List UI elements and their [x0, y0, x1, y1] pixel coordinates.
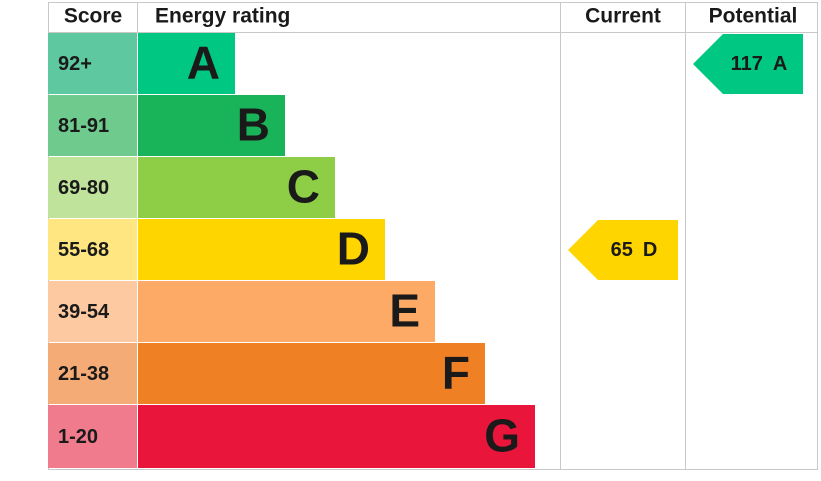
score-range: 21-38: [58, 363, 109, 385]
current-arrow: [568, 220, 678, 280]
rating-bar: [138, 405, 535, 468]
score-cell: [48, 281, 137, 342]
rating-letter: C: [287, 161, 320, 213]
current-letter: D: [643, 239, 657, 261]
score-range: 55-68: [58, 239, 109, 261]
score-cell: [48, 405, 137, 468]
potential-label: 117 A: [731, 53, 788, 75]
score-cell: [48, 343, 137, 404]
rating-letter: G: [484, 410, 520, 462]
score-range: 69-80: [58, 177, 109, 199]
rating-bar: [138, 281, 435, 342]
header-score: Score: [64, 5, 122, 28]
rating-letter: B: [237, 99, 270, 151]
potential-value: 117: [731, 53, 763, 75]
score-cell: [48, 95, 137, 156]
rating-letter: D: [337, 223, 370, 275]
rating-bar: [138, 219, 385, 280]
rating-bar: [138, 95, 285, 156]
rating-bar: [138, 343, 485, 404]
header-potential: Potential: [709, 5, 798, 28]
score-range: 92+: [58, 53, 92, 75]
potential-arrow: [693, 34, 803, 94]
header-rating: Energy rating: [155, 5, 290, 28]
rating-letter: E: [389, 285, 420, 337]
rating-letter: A: [187, 37, 220, 89]
score-range: 1-20: [58, 426, 98, 448]
current-label: 65 D: [611, 239, 658, 261]
score-range: 81-91: [58, 115, 109, 137]
header-current: Current: [585, 5, 661, 28]
score-cell: [48, 219, 137, 280]
score-range: 39-54: [58, 301, 110, 323]
rating-bar: [138, 157, 335, 218]
rating-bar: [138, 33, 235, 94]
score-cell: [48, 33, 137, 94]
score-cell: [48, 157, 137, 218]
rating-letter: F: [442, 347, 470, 399]
current-value: 65: [611, 239, 633, 261]
potential-letter: A: [773, 53, 787, 75]
